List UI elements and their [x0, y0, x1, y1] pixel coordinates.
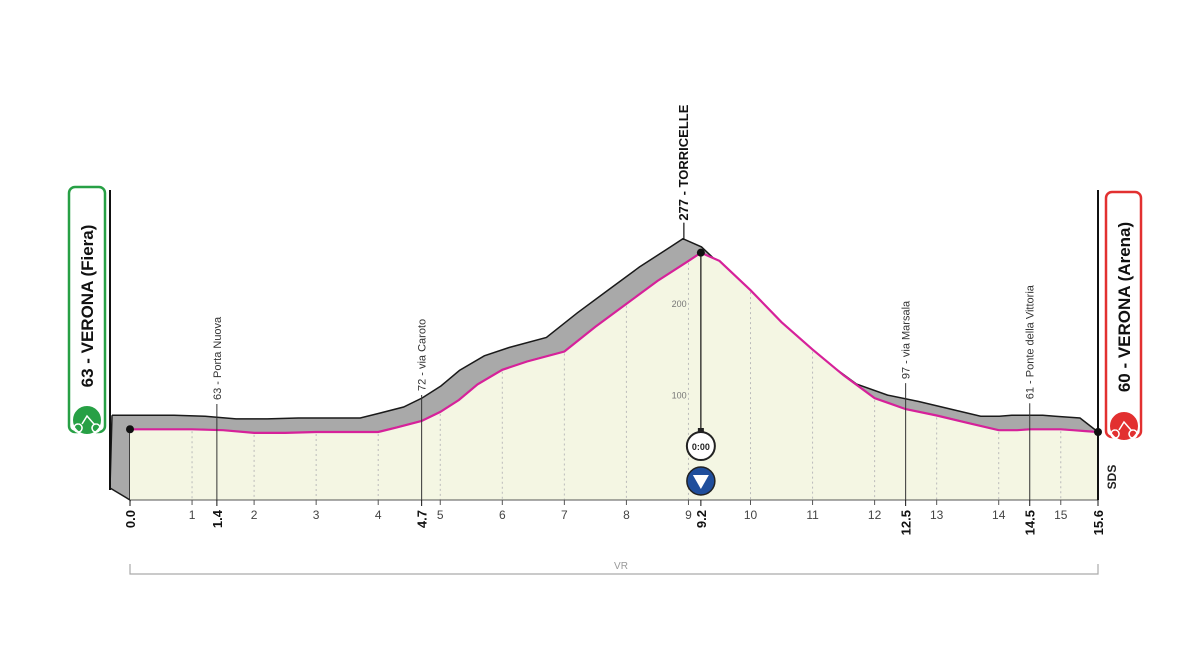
finish-label: 60 - VERONA (Arena) — [1115, 222, 1134, 392]
x-ticks: 1 2 3 4 5 6 7 8 9 10 11 12 13 14 150.0 1.4 4.7 9.2 12.5 14.… — [123, 500, 1106, 535]
x-tick-label: 5 — [437, 508, 444, 522]
x-tick-label: 15 — [1054, 508, 1068, 522]
x-tick-label: 3 — [313, 508, 320, 522]
x-tick-label: 10 — [744, 508, 758, 522]
finish-dot — [1094, 428, 1102, 436]
waypoint-label: 72 - via Caroto — [417, 319, 429, 391]
bicycle-finish-icon — [1110, 420, 1138, 439]
x-tick-label: 2 — [251, 508, 258, 522]
x-major-tick-label: 9.2 — [694, 510, 709, 528]
region-bracket: VR — [129, 558, 1099, 575]
x-tick-label: 12 — [868, 508, 882, 522]
x-tick-label: 1 — [189, 508, 196, 522]
x-tick-label: 13 — [930, 508, 944, 522]
timer-label: 0:00 — [692, 442, 710, 452]
profile-area — [130, 252, 1098, 500]
region-label-bg — [603, 558, 639, 572]
x-tick-label: 4 — [375, 508, 382, 522]
y-tick-label: 200 — [672, 299, 687, 309]
stopwatch-crown-icon — [697, 428, 704, 432]
x-major-tick-label: 0.0 — [123, 510, 138, 528]
cyclist-icon — [71, 404, 103, 436]
waypoint-label: 61 - Ponte della Vittoria — [1025, 284, 1037, 399]
x-tick-label: 8 — [623, 508, 630, 522]
region-bracket-line — [129, 564, 1099, 575]
x-major-tick-label: 1.4 — [210, 509, 225, 528]
down-triangle-icon — [692, 475, 709, 489]
start-label: 63 - VERONA (Fiera) — [78, 225, 97, 388]
x-tick-label: 11 — [806, 508, 819, 522]
x-major-tick-label: 15.6 — [1091, 510, 1106, 535]
intermediate-timer: 0:00 — [685, 428, 716, 496]
x-tick-label: 6 — [499, 508, 506, 522]
start-dot — [126, 425, 134, 434]
summit-label: 277 - TORRICELLE — [676, 104, 691, 220]
x-tick-label: 9 — [685, 508, 692, 522]
route-line — [130, 251, 1099, 434]
grid-lines — [191, 262, 1062, 500]
x-major-tick-label: 12.5 — [899, 510, 914, 535]
waypoints: 63 - Porta Nuova 72 - via Caroto 97 - via … — [212, 284, 1037, 500]
waypoint-label: 97 - via Marsala — [901, 300, 913, 379]
x-major-tick-label: 4.7 — [415, 510, 430, 528]
y-tick-label: 100 — [672, 390, 687, 400]
summit-marker: 277 - TORRICELLE — [676, 104, 705, 438]
y-ticks: 100 200 — [672, 299, 687, 401]
region-label: VR — [614, 561, 628, 572]
x-tick-label: 7 — [561, 508, 568, 522]
bicycle-icon — [73, 414, 101, 433]
cyclist-finish-icon — [1108, 410, 1140, 442]
finish-marker: 60 - VERONA (Arena) SDS — [1094, 190, 1143, 500]
waypoint-label: 63 - Porta Nuova — [212, 316, 224, 400]
start-marker: 63 - VERONA (Fiera) — [67, 185, 134, 490]
summit-dot — [696, 248, 705, 257]
x-tick-label: 14 — [992, 508, 1006, 522]
x-major-tick-label: 14.5 — [1023, 510, 1038, 535]
sds-label: SDS — [1105, 465, 1119, 490]
